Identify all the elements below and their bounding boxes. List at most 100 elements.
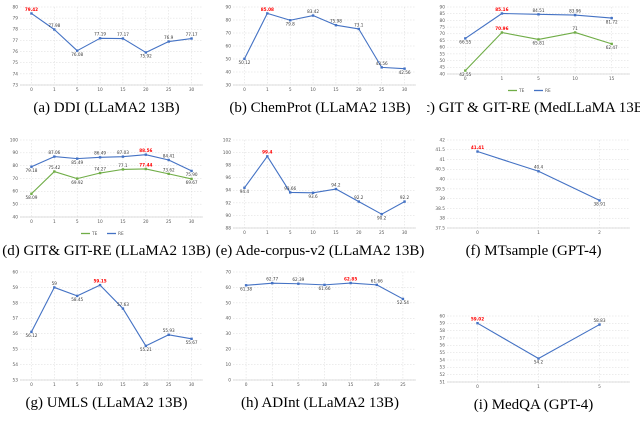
- svg-text:58: 58: [439, 328, 445, 334]
- svg-text:55.21: 55.21: [139, 347, 151, 352]
- chart-caption-mtsample: (f) MTsample (GPT-4): [465, 243, 602, 259]
- svg-text:25: 25: [165, 87, 171, 93]
- svg-text:69.92: 69.92: [71, 180, 83, 185]
- chart-caption-chemprot: (b) ChemProt (LLaMA2 13B): [229, 100, 411, 116]
- svg-text:20: 20: [356, 230, 362, 236]
- svg-text:15: 15: [120, 87, 126, 93]
- svg-text:1: 1: [266, 87, 269, 93]
- svg-text:62.85: 62.85: [344, 276, 357, 281]
- svg-text:85.49: 85.49: [71, 160, 83, 165]
- svg-text:25: 25: [379, 87, 385, 93]
- svg-text:75.90: 75.90: [185, 172, 197, 177]
- line-chart-svg: 37.5 38 38.5 39 39.5 40 40.5 41 41.5 42 0 1 2 41.41 40…: [435, 137, 630, 236]
- chart-caption-ade-corpus: (e) Ade-corpus-v2 (LLaMA2 13B): [215, 243, 425, 259]
- line-chart-git-medllama: 40 45 50 55 60 65 70 75 80 85 90 0 1 5 10 15 42.55 70.96 6…: [431, 0, 637, 96]
- svg-text:76: 76: [12, 49, 18, 55]
- svg-text:20: 20: [374, 382, 380, 388]
- svg-text:85.16: 85.16: [495, 7, 508, 12]
- chart-caption-ddi: (a) DDI (LLaMA2 13B): [33, 100, 180, 116]
- line-chart-chemprot: 30 40 50 60 70 80 90 0 1 5 10 15 20 25 30 50.12 85.08 79.…: [217, 0, 423, 96]
- chart-cell-umls: 53 54 55 56 57 58 59 60 0 1 5 10 15 20 25 30 56.12 59 58.4…: [0, 265, 213, 422]
- svg-text:1: 1: [266, 230, 269, 236]
- svg-text:45: 45: [439, 65, 445, 71]
- svg-text:62.77: 62.77: [266, 277, 278, 282]
- svg-text:57: 57: [12, 316, 18, 322]
- svg-text:60: 60: [12, 189, 18, 195]
- svg-text:90: 90: [226, 4, 232, 10]
- svg-text:10: 10: [310, 87, 316, 93]
- svg-text:0: 0: [30, 87, 33, 93]
- svg-text:70: 70: [226, 30, 232, 36]
- svg-text:20: 20: [226, 347, 232, 353]
- svg-text:1: 1: [537, 384, 540, 390]
- svg-text:94: 94: [226, 188, 232, 194]
- svg-text:79: 79: [12, 16, 18, 22]
- svg-text:40: 40: [439, 177, 445, 183]
- line-chart-ade-corpus: 88 90 92 94 96 98 100 102 0 1 5 10 15 20 25 30 94.4 99.4 9…: [217, 133, 423, 239]
- svg-text:77.17: 77.17: [185, 32, 197, 37]
- svg-text:96: 96: [226, 175, 232, 181]
- svg-text:60: 60: [226, 285, 232, 291]
- chart-cell-medqa: 51 52 53 54 55 56 57 58 59 60 0 1 5 59.02 54.2 58.83 (i…: [427, 265, 640, 422]
- svg-text:38.5: 38.5: [435, 206, 445, 212]
- svg-text:38.91: 38.91: [593, 202, 605, 207]
- svg-text:25: 25: [400, 382, 406, 388]
- svg-text:43.56: 43.56: [376, 61, 388, 66]
- chart-caption-umls: (g) UMLS (LLaMA2 13B): [25, 395, 188, 411]
- svg-text:20: 20: [143, 87, 149, 93]
- svg-text:59: 59: [12, 285, 18, 291]
- svg-text:83.42: 83.42: [307, 9, 319, 14]
- svg-text:61.66: 61.66: [319, 286, 331, 291]
- svg-text:1: 1: [271, 382, 274, 388]
- svg-text:30: 30: [188, 87, 194, 93]
- svg-text:50: 50: [226, 56, 232, 62]
- svg-text:88.56: 88.56: [139, 148, 152, 153]
- svg-text:90: 90: [12, 150, 18, 156]
- svg-text:55: 55: [439, 51, 445, 57]
- svg-text:79.8: 79.8: [286, 21, 296, 26]
- svg-text:77.44: 77.44: [139, 162, 152, 167]
- svg-text:50: 50: [439, 58, 445, 64]
- svg-text:79.18: 79.18: [25, 168, 37, 173]
- svg-text:87.03: 87.03: [116, 150, 128, 155]
- svg-text:73.62: 73.62: [162, 167, 174, 172]
- svg-text:80: 80: [12, 4, 18, 10]
- svg-text:94.2: 94.2: [331, 182, 341, 187]
- svg-text:40: 40: [226, 316, 232, 322]
- svg-text:56.12: 56.12: [25, 333, 37, 338]
- svg-text:60: 60: [226, 43, 232, 49]
- svg-text:0: 0: [30, 382, 33, 388]
- chart-caption-git-medllama: (c) GIT & GIT-RE (MedLLaMA 13B): [427, 100, 640, 116]
- chart-caption-medqa: (i) MedQA (GPT-4): [473, 396, 594, 413]
- svg-text:0: 0: [243, 87, 246, 93]
- svg-text:15: 15: [120, 382, 126, 388]
- svg-text:60: 60: [439, 45, 445, 51]
- svg-text:75: 75: [439, 25, 445, 31]
- svg-text:RE: RE: [545, 88, 551, 94]
- svg-text:53: 53: [12, 377, 18, 383]
- svg-text:1: 1: [52, 382, 55, 388]
- svg-text:30: 30: [226, 331, 232, 337]
- svg-text:42: 42: [439, 137, 445, 143]
- svg-text:30: 30: [402, 87, 408, 93]
- svg-text:100: 100: [9, 137, 17, 143]
- svg-text:54: 54: [12, 362, 18, 368]
- svg-text:1: 1: [52, 219, 55, 225]
- svg-text:70: 70: [12, 176, 18, 182]
- chart-cell-chemprot: 30 40 50 60 70 80 90 0 1 5 10 15 20 25 30 50.12 85.08 79.…: [213, 0, 427, 133]
- svg-text:90: 90: [226, 213, 232, 219]
- svg-text:75.98: 75.98: [330, 19, 342, 24]
- line-chart-ddi: 73 74 75 76 77 78 79 80 0 1 5 10 15 20 25 30 79.42 77.98 7…: [4, 0, 210, 96]
- svg-text:59.02: 59.02: [470, 316, 483, 321]
- svg-text:76.9: 76.9: [164, 35, 174, 40]
- svg-text:50: 50: [226, 300, 232, 306]
- line-chart-medqa: 51 52 53 54 55 56 57 58 59 60 0 1 5 59.02 54.2 58.83: [431, 309, 637, 393]
- svg-text:25: 25: [165, 382, 171, 388]
- svg-text:65.81: 65.81: [532, 41, 544, 46]
- svg-text:75: 75: [12, 60, 18, 66]
- svg-text:2: 2: [598, 230, 601, 236]
